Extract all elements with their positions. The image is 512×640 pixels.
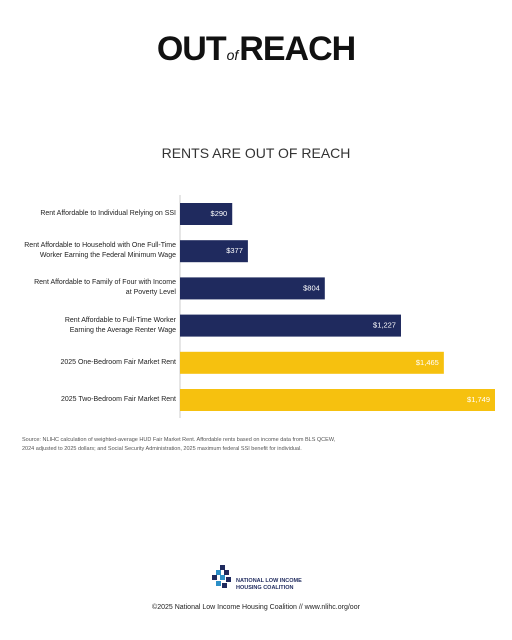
bar xyxy=(180,277,325,300)
bar xyxy=(180,351,444,374)
bar xyxy=(180,203,233,225)
category-label: 2025 Two-Bedroom Fair Market Rent xyxy=(60,396,176,403)
bar xyxy=(180,389,495,411)
bar xyxy=(180,240,248,263)
value-label: $1,227 xyxy=(373,321,396,330)
category-label: 2025 One-Bedroom Fair Market Rent xyxy=(60,358,176,366)
logo-text: REACH xyxy=(239,30,356,68)
org-icon xyxy=(212,565,231,588)
value-label: $804 xyxy=(303,283,320,292)
category-label: Rent Affordable to Household with One Fu… xyxy=(24,242,176,260)
value-label: $377 xyxy=(226,246,243,255)
bar xyxy=(180,314,401,337)
category-label: Rent Affordable to Individual Relying on… xyxy=(40,210,176,217)
value-label: $290 xyxy=(211,209,228,218)
logo-text: OUT xyxy=(156,30,227,68)
chart-title: RENTS ARE OUT OF REACH xyxy=(161,145,351,161)
category-label: Rent Affordable to Full-Time Worker Earn… xyxy=(64,316,176,334)
logo-text: of xyxy=(226,47,239,63)
category-label: Rent Affordable to Family of Four with I… xyxy=(34,279,176,297)
value-label: $1,749 xyxy=(467,395,490,404)
logo: OUTofREACH xyxy=(0,30,512,69)
value-label: $1,465 xyxy=(416,358,439,367)
source: Source: NLIHC calculation of weighted-av… xyxy=(22,437,336,452)
copyright: ©2025 National Low Income Housing Coalit… xyxy=(152,604,360,611)
org-name: NATIONAL LOW INCOME HOUSING COALITION xyxy=(236,578,302,591)
